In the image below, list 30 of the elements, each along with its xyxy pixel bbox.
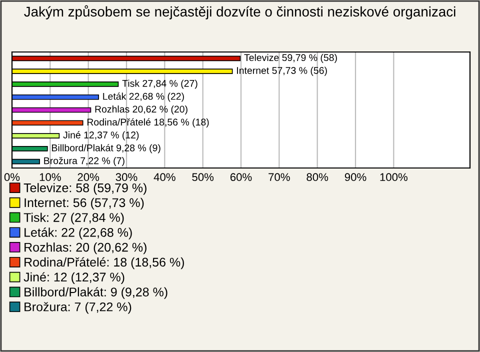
data-label: Jiné 12,37 % (12) [63, 131, 139, 140]
x-tick-label: 20% [78, 173, 100, 182]
legend-label: Billbord/Plakát: 9 (9,28 %) [24, 287, 168, 299]
legend-label: Internet: 56 (57,73 %) [24, 198, 144, 210]
x-tick-label: 90% [344, 173, 366, 182]
x-tick-label: 80% [306, 173, 328, 182]
legend-label: Tisk: 27 (27,84 %) [24, 212, 124, 224]
x-tick-label: 0% [4, 173, 20, 182]
data-label: Internet 57,73 % (56) [237, 66, 327, 76]
legend-label: Brožura: 7 (7,22 %) [24, 302, 132, 314]
legend-label: Leták: 22 (22,68 %) [24, 228, 132, 240]
x-tick-label: 40% [154, 173, 176, 182]
data-label: Rozhlas 20,62 % (20) [95, 105, 188, 115]
data-label: Leták 22,68 % (22) [103, 92, 184, 102]
x-tick-label: 70% [268, 173, 290, 182]
x-tick-label: 60% [230, 173, 252, 182]
x-tick-label: 50% [192, 173, 214, 182]
x-tick-label: 100% [380, 173, 408, 182]
data-label: Brožura 7,22 % (7) [44, 157, 124, 166]
chart-title: Jakým způsobem se nejčastěji dozvíte o činnosti neziskové organizaci [24, 5, 456, 20]
legend-label: Rodina/Přátelé: 18 (18,56 %) [24, 257, 184, 270]
data-label: Televize 59,79 % (58) [244, 54, 337, 63]
legend-label: Rozhlas: 20 (20,62 %) [24, 242, 146, 254]
x-tick-label: 10% [40, 173, 61, 182]
legend-label: Televize: 58 (59,79 %) [24, 183, 146, 195]
data-label: Rodina/Přátelé 18,56 % (18) [87, 118, 209, 128]
x-tick-label: 30% [116, 173, 138, 182]
legend-label: Jiné: 12 (12,37 %) [24, 272, 124, 284]
data-label: Billbord/Plakát 9,28 % (9) [52, 144, 160, 154]
data-label: Tisk 27,84 % (27) [122, 80, 198, 89]
